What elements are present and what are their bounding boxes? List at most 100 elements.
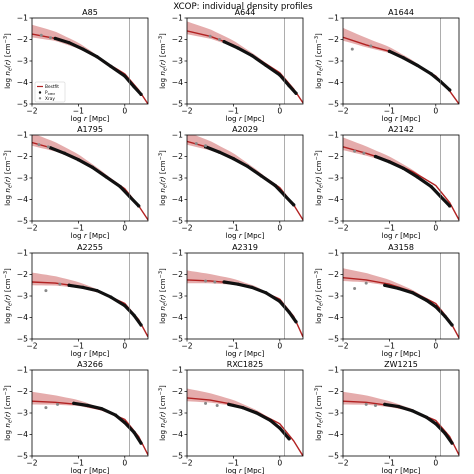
y-tick-label: −5 xyxy=(172,335,183,344)
y-tick-label: −1 xyxy=(328,131,339,140)
xray-point xyxy=(373,403,377,407)
x-tick-label: −1 xyxy=(73,224,84,233)
xmm-point xyxy=(450,323,454,327)
plot-area xyxy=(187,21,303,104)
xmm-point xyxy=(443,431,447,436)
xray-point xyxy=(37,143,41,147)
x-tick-label: 0 xyxy=(433,224,438,233)
y-tick-label: −4 xyxy=(172,313,183,322)
xmm-point xyxy=(139,92,143,96)
x-tick-label: −2 xyxy=(26,342,37,351)
x-axis-label: log r [Mpc] xyxy=(71,114,110,123)
xmm-point xyxy=(132,85,136,89)
xmm-profile xyxy=(227,402,291,441)
xmm-point xyxy=(109,295,113,299)
xray-point xyxy=(350,47,354,51)
plot-area xyxy=(187,388,303,456)
x-tick-label: −2 xyxy=(181,224,192,233)
xmm-point xyxy=(448,88,452,92)
panel-title: A3158 xyxy=(388,243,414,252)
y-tick-label: −1 xyxy=(17,14,28,23)
y-axis-label: log ne(r) [cm−3] xyxy=(314,268,325,324)
xray-point xyxy=(213,280,217,284)
bestfit-line xyxy=(343,36,459,104)
xmm-profile xyxy=(383,402,454,445)
x-tick-label: −1 xyxy=(228,342,239,351)
xmm-point xyxy=(123,74,127,78)
panel-title: ZW1215 xyxy=(384,360,418,369)
xmm-point xyxy=(123,421,127,425)
panel-title: A2319 xyxy=(232,243,258,252)
panel-title: A644 xyxy=(235,8,256,17)
confidence-band xyxy=(32,391,148,456)
xmm-point xyxy=(250,285,254,289)
xmm-point xyxy=(241,406,245,410)
axes-frame xyxy=(342,369,460,457)
y-tick-label: −1 xyxy=(172,14,183,23)
xmm-point xyxy=(373,154,378,159)
y-tick-label: −1 xyxy=(328,249,339,258)
legend-xmm-swatch xyxy=(38,91,42,94)
xmm-point xyxy=(387,160,391,164)
x-tick-label: 0 xyxy=(122,224,127,233)
y-tick-label: −2 xyxy=(172,35,183,44)
y-tick-label: −4 xyxy=(17,195,28,204)
axes-frame xyxy=(31,252,149,340)
confidence-band xyxy=(343,27,459,104)
xmm-point xyxy=(287,84,291,88)
panel: A2029 −2 −1 0 −1 −2 −3 −4 −5 log r [Mpc] log ne(r)… xyxy=(158,125,304,240)
panel-title: A85 xyxy=(82,8,98,17)
confidence-band xyxy=(187,270,303,338)
panel-title: A1795 xyxy=(77,125,103,134)
xmm-point xyxy=(434,422,438,426)
y-tick-label: −2 xyxy=(328,35,339,44)
xray-point xyxy=(58,282,62,286)
y-tick-label: −1 xyxy=(328,14,339,23)
y-tick-label: −1 xyxy=(17,249,28,258)
y-axis-label: log ne(r) [cm−3] xyxy=(314,385,325,441)
xmm-point xyxy=(76,158,80,162)
xmm-point xyxy=(415,63,419,67)
xmm-point xyxy=(387,49,391,53)
y-tick-label: −4 xyxy=(17,430,28,439)
xmm-point xyxy=(67,283,71,287)
xmm-point xyxy=(278,299,282,303)
y-axis-label: log ne(r) [cm−3] xyxy=(3,385,14,441)
xray-point xyxy=(46,145,50,149)
xray-point xyxy=(204,279,208,283)
y-axis-label: log ne(r) [cm−3] xyxy=(3,33,14,89)
y-tick-label: −5 xyxy=(172,217,183,226)
xmm-profile xyxy=(387,49,452,92)
xmm-point xyxy=(245,164,249,168)
xmm-profile xyxy=(373,154,452,208)
y-axis-label: log ne(r) [cm−3] xyxy=(158,385,169,441)
y-axis-label: log ne(r) [cm−3] xyxy=(3,268,14,324)
x-tick-label: −1 xyxy=(73,342,84,351)
x-axis-label: log r [Mpc] xyxy=(226,114,265,123)
y-tick-label: −5 xyxy=(328,452,339,461)
confidence-band xyxy=(343,391,459,456)
confidence-band xyxy=(32,24,148,104)
panel: A2255 −2 −1 0 −1 −2 −3 −4 −5 log r [Mpc] log ne(r)… xyxy=(3,243,149,358)
xmm-profile xyxy=(53,36,143,96)
xmm-point xyxy=(236,282,240,286)
y-axis-label: log ne(r) [cm−3] xyxy=(314,150,325,206)
xmm-point xyxy=(411,291,415,295)
plot-area xyxy=(343,268,459,339)
xmm-point xyxy=(104,175,108,179)
x-tick-label: 0 xyxy=(122,342,127,351)
xmm-point xyxy=(250,54,254,58)
xmm-profile xyxy=(222,280,298,324)
y-tick-label: −3 xyxy=(17,57,28,66)
xmm-point xyxy=(278,426,282,430)
y-tick-label: −2 xyxy=(17,387,28,396)
y-tick-label: −1 xyxy=(17,131,28,140)
xray-point xyxy=(49,36,53,40)
panel-grid: A85 −2 −1 0 −1 −2 −3 −4 −5 log r [Mpc] log ne(r) [… xyxy=(3,8,460,474)
y-tick-label: −2 xyxy=(172,270,183,279)
xmm-point xyxy=(95,55,99,59)
xmm-point xyxy=(123,304,127,308)
y-tick-label: −5 xyxy=(17,217,28,226)
y-tick-label: −3 xyxy=(172,292,183,301)
xmm-point xyxy=(139,323,143,327)
